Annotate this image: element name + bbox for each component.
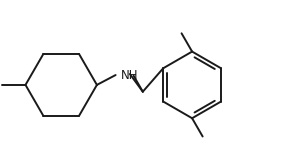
Text: NH: NH bbox=[121, 69, 138, 82]
